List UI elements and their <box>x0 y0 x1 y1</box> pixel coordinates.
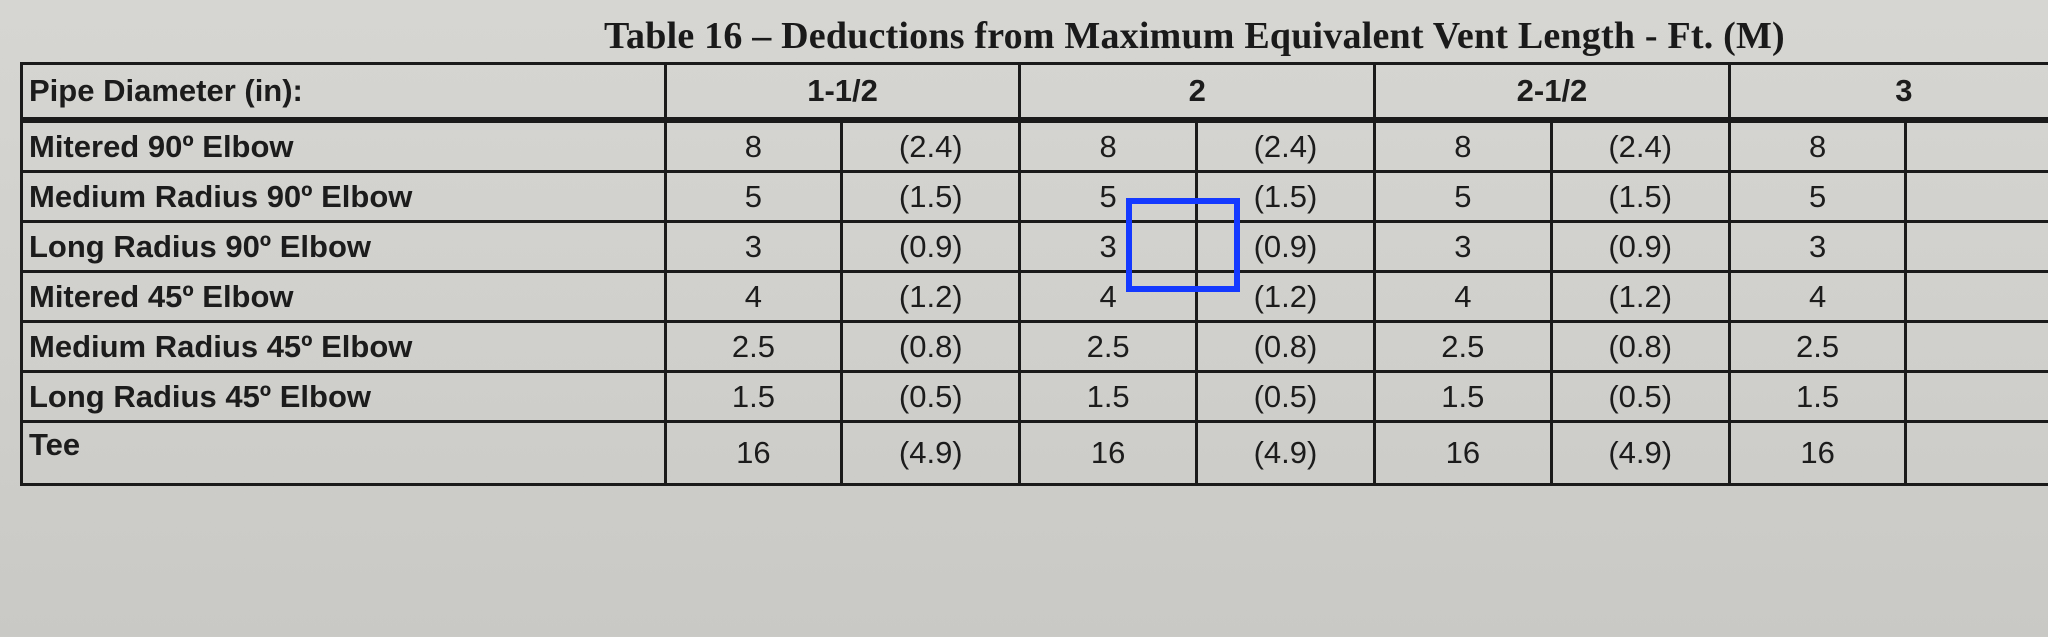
fitting-label: Medium Radius 90º Elbow <box>20 170 667 223</box>
value-m <box>1904 220 2048 273</box>
value-ft: 1.5 <box>1727 370 1908 423</box>
table-title: Table 16 – Deductions from Maximum Equiv… <box>604 15 1785 57</box>
value-m: (0.9) <box>1194 220 1377 273</box>
diameter-group-header: 2-1/2 <box>1373 62 1731 123</box>
value-m: (0.8) <box>1549 320 1731 373</box>
value-ft: 4 <box>1373 270 1553 323</box>
value-m: (0.5) <box>1194 370 1377 423</box>
value-m <box>1904 170 2048 223</box>
diameter-group-header: 1-1/2 <box>663 62 1022 123</box>
value-m: (2.4) <box>1549 118 1731 173</box>
value-m <box>1904 118 2048 173</box>
pipe-diameter-header: Pipe Diameter (in): <box>20 62 667 123</box>
fitting-label: Mitered 90º Elbow <box>20 118 667 173</box>
value-ft: 16 <box>1018 420 1198 486</box>
header-row: Pipe Diameter (in): 1-1/2 2 2-1/2 3 <box>20 62 2048 123</box>
value-ft: 3 <box>663 220 844 273</box>
value-ft: 1.5 <box>663 370 844 423</box>
value-m <box>1904 270 2048 323</box>
value-m: (1.2) <box>1194 270 1377 323</box>
table-row: Medium Radius 45º Elbow 2.5 (0.8) 2.5 (0.8) 2… <box>20 320 2048 373</box>
value-ft: 1.5 <box>1018 370 1198 423</box>
value-ft: 16 <box>1373 420 1553 486</box>
diameter-group-header: 2 <box>1018 62 1377 123</box>
table-row: Medium Radius 90º Elbow 5 (1.5) 5 (1.5) 5 (1.5… <box>20 170 2048 223</box>
deductions-table-container: Pipe Diameter (in): 1-1/2 2 2-1/2 3 Mite… <box>20 62 2048 486</box>
fitting-label: Long Radius 45º Elbow <box>20 370 667 423</box>
value-ft: 1.5 <box>1373 370 1553 423</box>
value-m: (2.4) <box>1194 118 1377 173</box>
value-ft: 8 <box>663 118 844 173</box>
value-ft: 2.5 <box>1018 320 1198 373</box>
value-ft: 3 <box>1727 220 1908 273</box>
value-m: (4.9) <box>1194 420 1377 486</box>
value-ft: 3 <box>1373 220 1553 273</box>
value-ft: 4 <box>663 270 844 323</box>
deductions-table: Pipe Diameter (in): 1-1/2 2 2-1/2 3 Mite… <box>20 62 2048 486</box>
fitting-label: Medium Radius 45º Elbow <box>20 320 667 373</box>
table-row: Mitered 90º Elbow 8 (2.4) 8 (2.4) 8 (2.4) 8 <box>20 118 2048 173</box>
value-m: (1.2) <box>1549 270 1731 323</box>
fitting-label: Mitered 45º Elbow <box>20 270 667 323</box>
value-m: (0.9) <box>840 220 1022 273</box>
value-ft: 3 <box>1018 220 1198 273</box>
value-ft: 4 <box>1018 270 1198 323</box>
value-m: (1.5) <box>840 170 1022 223</box>
value-m: (0.8) <box>1194 320 1377 373</box>
value-m: (0.8) <box>840 320 1022 373</box>
value-ft: 16 <box>663 420 844 486</box>
value-ft: 5 <box>663 170 844 223</box>
value-m: (0.5) <box>840 370 1022 423</box>
table-row: Tee 16 (4.9) 16 (4.9) 16 (4.9) 16 <box>20 420 2048 486</box>
table-row: Mitered 45º Elbow 4 (1.2) 4 (1.2) 4 (1.2) 4 <box>20 270 2048 323</box>
value-ft: 8 <box>1018 118 1198 173</box>
value-ft: 5 <box>1018 170 1198 223</box>
value-ft: 5 <box>1373 170 1553 223</box>
value-ft: 2.5 <box>663 320 844 373</box>
value-m: (1.5) <box>1549 170 1731 223</box>
value-m <box>1904 370 2048 423</box>
value-m: (2.4) <box>840 118 1022 173</box>
value-m: (1.5) <box>1194 170 1377 223</box>
highlight-box <box>1126 198 1240 292</box>
value-ft: 2.5 <box>1727 320 1908 373</box>
value-ft: 8 <box>1373 118 1553 173</box>
value-m: (1.2) <box>840 270 1022 323</box>
value-ft: 16 <box>1727 420 1908 486</box>
fitting-label: Tee <box>20 420 667 486</box>
value-ft: 8 <box>1727 118 1908 173</box>
value-ft: 5 <box>1727 170 1908 223</box>
value-m <box>1904 420 2048 486</box>
value-ft: 4 <box>1727 270 1908 323</box>
value-m: (4.9) <box>840 420 1022 486</box>
value-m: (0.5) <box>1549 370 1731 423</box>
value-m: (0.9) <box>1549 220 1731 273</box>
value-m <box>1904 320 2048 373</box>
value-m: (4.9) <box>1549 420 1731 486</box>
table-row: Long Radius 90º Elbow 3 (0.9) 3 (0.9) 3 (0.9) 3 <box>20 220 2048 273</box>
table-row: Long Radius 45º Elbow 1.5 (0.5) 1.5 (0.5) 1.5… <box>20 370 2048 423</box>
fitting-label: Long Radius 90º Elbow <box>20 220 667 273</box>
value-ft: 2.5 <box>1373 320 1553 373</box>
diameter-group-header: 3 <box>1727 62 2048 123</box>
